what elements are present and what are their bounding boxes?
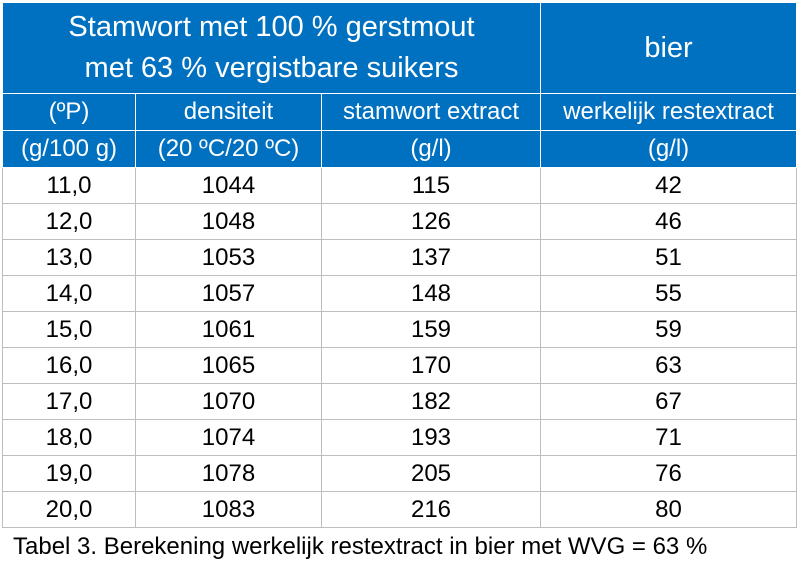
table-row: 15,0 1061 159 59 bbox=[2, 311, 797, 348]
cell-densiteit: 1061 bbox=[135, 311, 322, 348]
cell-plato: 15,0 bbox=[2, 311, 136, 348]
cell-plato: 17,0 bbox=[2, 383, 136, 420]
cell-restextract: 76 bbox=[540, 455, 797, 492]
header-row-units: (g/100 g) (20 ºC/20 ºC) (g/l) (g/l) bbox=[2, 130, 797, 168]
cell-restextract: 46 bbox=[540, 203, 797, 240]
unit-plato: (g/100 g) bbox=[2, 130, 136, 168]
table-row: 20,0 1083 216 80 bbox=[2, 491, 797, 528]
table-header: Stamwort met 100 % gerstmout met 63 % ve… bbox=[2, 2, 797, 168]
table-row: 12,0 1048 126 46 bbox=[2, 203, 797, 240]
cell-stamwort-extract: 148 bbox=[321, 275, 541, 312]
cell-plato: 19,0 bbox=[2, 455, 136, 492]
cell-stamwort-extract: 193 bbox=[321, 419, 541, 456]
table-row: 18,0 1074 193 71 bbox=[2, 419, 797, 456]
table-caption: Tabel 3. Berekening werkelijk restextrac… bbox=[13, 533, 708, 560]
wort-title-line1: Stamwort met 100 % gerstmout bbox=[68, 11, 475, 43]
wort-title-line2: met 63 % vergistbare suikers bbox=[84, 52, 459, 84]
cell-densiteit: 1083 bbox=[135, 491, 322, 528]
cell-plato: 11,0 bbox=[2, 167, 136, 204]
table-row: 19,0 1078 205 76 bbox=[2, 455, 797, 492]
header-stamwort-extract: stamwort extract bbox=[321, 93, 541, 131]
table-row: 16,0 1065 170 63 bbox=[2, 347, 797, 384]
cell-densiteit: 1070 bbox=[135, 383, 322, 420]
table-row: 14,0 1057 148 55 bbox=[2, 275, 797, 312]
cell-densiteit: 1048 bbox=[135, 203, 322, 240]
cell-plato: 18,0 bbox=[2, 419, 136, 456]
cell-stamwort-extract: 182 bbox=[321, 383, 541, 420]
unit-densiteit: (20 ºC/20 ºC) bbox=[135, 130, 322, 168]
cell-stamwort-extract: 115 bbox=[321, 167, 541, 204]
cell-stamwort-extract: 216 bbox=[321, 491, 541, 528]
cell-restextract: 63 bbox=[540, 347, 797, 384]
cell-densiteit: 1078 bbox=[135, 455, 322, 492]
cell-restextract: 51 bbox=[540, 239, 797, 276]
cell-stamwort-extract: 159 bbox=[321, 311, 541, 348]
cell-stamwort-extract: 170 bbox=[321, 347, 541, 384]
cell-plato: 13,0 bbox=[2, 239, 136, 276]
header-plato: (ºP) bbox=[2, 93, 136, 131]
unit-restextract: (g/l) bbox=[540, 130, 797, 168]
table-row: 17,0 1070 182 67 bbox=[2, 383, 797, 420]
cell-densiteit: 1053 bbox=[135, 239, 322, 276]
cell-restextract: 67 bbox=[540, 383, 797, 420]
cell-restextract: 42 bbox=[540, 167, 797, 204]
table-row: 13,0 1053 137 51 bbox=[2, 239, 797, 276]
header-row-labels: (ºP) densiteit stamwort extract werkelij… bbox=[2, 93, 797, 131]
cell-plato: 20,0 bbox=[2, 491, 136, 528]
wort-title-cell: Stamwort met 100 % gerstmout met 63 % ve… bbox=[2, 2, 541, 94]
cell-restextract: 59 bbox=[540, 311, 797, 348]
header-row-title: Stamwort met 100 % gerstmout met 63 % ve… bbox=[2, 2, 797, 94]
table-body: 11,0 1044 115 42 12,0 1048 126 46 13,0 1… bbox=[2, 167, 797, 528]
cell-plato: 16,0 bbox=[2, 347, 136, 384]
cell-plato: 12,0 bbox=[2, 203, 136, 240]
unit-stamwort-extract: (g/l) bbox=[321, 130, 541, 168]
header-werkelijk-restextract: werkelijk restextract bbox=[540, 93, 797, 131]
cell-restextract: 80 bbox=[540, 491, 797, 528]
cell-densiteit: 1074 bbox=[135, 419, 322, 456]
header-densiteit: densiteit bbox=[135, 93, 322, 131]
cell-stamwort-extract: 126 bbox=[321, 203, 541, 240]
cell-densiteit: 1044 bbox=[135, 167, 322, 204]
cell-restextract: 71 bbox=[540, 419, 797, 456]
cell-stamwort-extract: 137 bbox=[321, 239, 541, 276]
table-row: 11,0 1044 115 42 bbox=[2, 167, 797, 204]
cell-densiteit: 1065 bbox=[135, 347, 322, 384]
cell-stamwort-extract: 205 bbox=[321, 455, 541, 492]
bier-header-cell: bier bbox=[540, 2, 797, 94]
data-table: Stamwort met 100 % gerstmout met 63 % ve… bbox=[2, 2, 797, 528]
cell-plato: 14,0 bbox=[2, 275, 136, 312]
cell-restextract: 55 bbox=[540, 275, 797, 312]
cell-densiteit: 1057 bbox=[135, 275, 322, 312]
